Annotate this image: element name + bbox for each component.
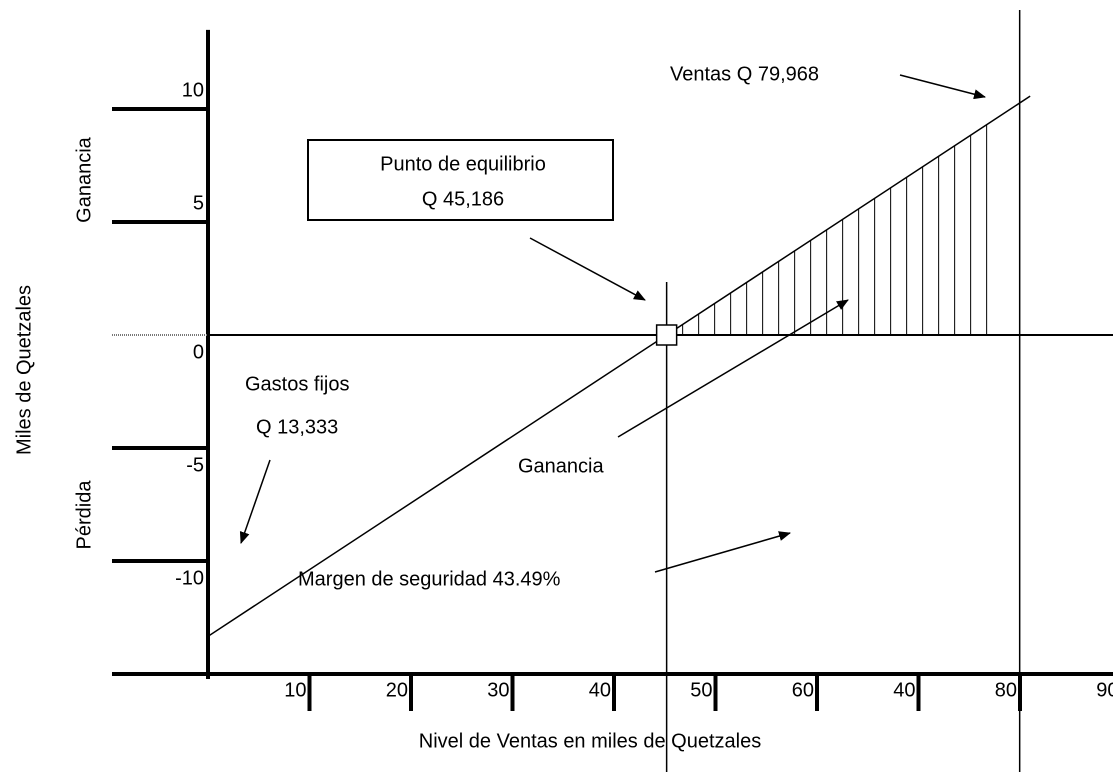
x-tick-label: 50 bbox=[690, 679, 712, 701]
x-tick-label: 30 bbox=[487, 679, 509, 701]
y-tick-label: 0 bbox=[193, 341, 204, 363]
x-tick-label: 10 bbox=[284, 679, 306, 701]
x-tick-label: 20 bbox=[386, 679, 408, 701]
x-tick-label: 60 bbox=[792, 679, 814, 701]
annotation-box bbox=[307, 139, 614, 221]
annotation: Margen de seguridad 43.49% bbox=[298, 568, 561, 590]
y-tick-label: 10 bbox=[182, 79, 204, 101]
annotation: Q 45,186 bbox=[422, 188, 504, 210]
annotation: Ventas Q 79,968 bbox=[670, 63, 819, 85]
arrow bbox=[899, 74, 986, 100]
arrow bbox=[239, 459, 271, 544]
x-tick-label: 40 bbox=[893, 679, 915, 701]
annotation: Punto de equilibrio bbox=[380, 153, 546, 175]
y-axis-label: Miles de Quetzales bbox=[13, 285, 35, 455]
y-tick-label: 5 bbox=[193, 192, 204, 214]
arrow bbox=[654, 531, 791, 573]
x-tick-label: 80 bbox=[995, 679, 1017, 701]
annotation: Ganancia bbox=[518, 455, 604, 477]
annotation: Gastos fijos bbox=[245, 373, 349, 395]
region-label: Ganancia bbox=[73, 136, 95, 222]
arrow bbox=[617, 299, 849, 438]
x-tick-label: 90 bbox=[1096, 679, 1113, 701]
arrow bbox=[529, 237, 646, 301]
x-axis-label: Nivel de Ventas en miles de Quetzales bbox=[419, 730, 761, 752]
x-tick-label: 40 bbox=[589, 679, 611, 701]
y-tick-label: -5 bbox=[186, 454, 204, 476]
annotation: Q 13,333 bbox=[256, 416, 338, 438]
y-tick-label: -10 bbox=[175, 567, 204, 589]
break-even-point bbox=[655, 324, 678, 346]
region-label: Pérdida bbox=[73, 480, 95, 550]
